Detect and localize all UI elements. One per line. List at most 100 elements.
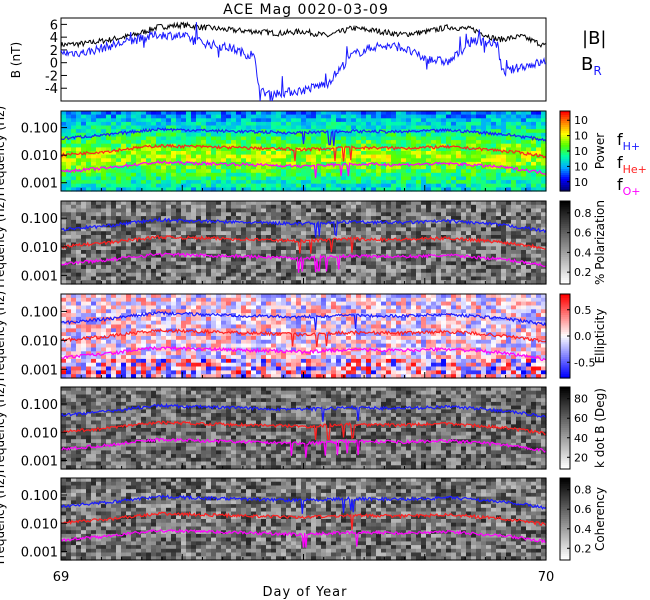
heatmap-cell <box>136 183 142 188</box>
heatmap-cell <box>96 265 102 270</box>
heatmap-cell <box>126 125 132 130</box>
heatmap-cell <box>286 250 292 255</box>
heatmap-cell <box>461 169 467 174</box>
heatmap-cell <box>91 324 97 329</box>
heatmap-cell <box>386 121 392 127</box>
heatmap-cell <box>271 183 277 188</box>
heatmap-cell <box>196 212 202 217</box>
heatmap-cell <box>506 129 512 134</box>
heatmap-cell <box>106 151 112 156</box>
heatmap-cell <box>451 118 457 123</box>
heatmap-cell <box>156 242 162 247</box>
heatmap-cell <box>276 147 282 152</box>
colorbar-step <box>560 240 570 244</box>
colorbar-step <box>560 171 570 174</box>
heatmap-cell <box>501 111 507 116</box>
heatmap-cell <box>186 253 192 259</box>
heatmap-cell <box>76 276 82 281</box>
heatmap-cell <box>66 231 72 236</box>
heatmap-cell <box>261 257 267 262</box>
heatmap-cell <box>121 246 127 251</box>
heatmap-cell <box>86 246 92 251</box>
heatmap-cell <box>466 223 472 228</box>
heatmap-cell <box>436 176 442 181</box>
heatmap-cell <box>261 204 267 210</box>
heatmap-cell <box>311 235 317 240</box>
heatmap-cell <box>441 125 447 130</box>
heatmap-cell <box>316 151 322 156</box>
heatmap-cell <box>301 151 307 156</box>
heatmap-cell <box>311 212 317 217</box>
colorbar-step <box>560 123 570 126</box>
heatmap-cell <box>341 176 347 181</box>
heatmap-cell <box>296 216 302 221</box>
heatmap-cell <box>191 250 197 255</box>
heatmap-cell <box>241 253 247 259</box>
heatmap-cell <box>276 242 282 247</box>
heatmap-cell <box>406 183 412 188</box>
heatmap-cell <box>436 165 442 170</box>
heatmap-cell <box>221 183 227 188</box>
heatmap-cell <box>516 114 522 119</box>
heatmap-cell <box>266 250 272 255</box>
heatmap-cell <box>276 201 282 206</box>
heatmap-cell <box>306 143 312 148</box>
heatmap-cell <box>66 132 72 137</box>
heatmap-cell <box>71 320 77 326</box>
heatmap-cell <box>311 161 317 167</box>
heatmap-cell <box>471 212 477 217</box>
heatmap-cell <box>306 272 312 278</box>
heatmap-cell <box>461 183 467 188</box>
heatmap-cell <box>91 280 97 285</box>
heatmap-cell <box>61 332 67 337</box>
heatmap-cell <box>506 268 512 274</box>
heatmap-cell <box>336 246 342 251</box>
heatmap-cell <box>196 165 202 170</box>
heatmap-cell <box>106 208 112 213</box>
heatmap-cell <box>136 151 142 156</box>
heatmap-cell <box>86 358 92 364</box>
heatmap-cell <box>146 343 152 348</box>
heatmap-cell <box>406 121 412 127</box>
heatmap-cell <box>61 208 67 213</box>
heatmap-cell <box>161 208 167 213</box>
heatmap-cell <box>496 219 502 225</box>
heatmap-cell <box>441 265 447 270</box>
heatmap-cell <box>321 201 327 206</box>
heatmap-cell <box>146 358 152 364</box>
heatmap-cell <box>271 111 277 116</box>
heatmap-cell <box>296 257 302 262</box>
heatmap-cell <box>266 204 272 210</box>
heatmap-cell <box>366 187 372 192</box>
heatmap-cell <box>351 147 357 152</box>
heatmap-cell <box>226 261 232 266</box>
heatmap-cell <box>241 125 247 130</box>
polarization-colorbar-label: % Polarization <box>593 200 607 285</box>
heatmap-cell <box>456 143 462 148</box>
heatmap-cell <box>116 294 122 299</box>
heatmap-cell <box>246 212 252 217</box>
heatmap-cell <box>126 187 132 192</box>
heatmap-cell <box>66 313 72 318</box>
heatmap-cell <box>531 204 537 210</box>
heatmap-cell <box>186 129 192 134</box>
heatmap-cell <box>416 114 422 119</box>
heatmap-cell <box>541 242 547 247</box>
heatmap-cell <box>446 165 452 170</box>
heatmap-cell <box>306 265 312 270</box>
heatmap-cell <box>371 169 377 174</box>
heatmap-cell <box>321 172 327 177</box>
heatmap-cell <box>536 212 542 217</box>
heatmap-cell <box>106 176 112 181</box>
heatmap-cell <box>156 158 162 163</box>
heatmap-cell <box>61 111 67 116</box>
heatmap-cell <box>61 324 67 329</box>
heatmap-cell <box>366 121 372 127</box>
heatmap-cell <box>91 132 97 137</box>
heatmap-cell <box>211 204 217 210</box>
heatmap-cell <box>146 309 152 314</box>
heatmap-cell <box>351 158 357 163</box>
heatmap-cell <box>166 370 172 375</box>
heatmap-cell <box>346 154 352 159</box>
heatmap-cell <box>241 169 247 174</box>
